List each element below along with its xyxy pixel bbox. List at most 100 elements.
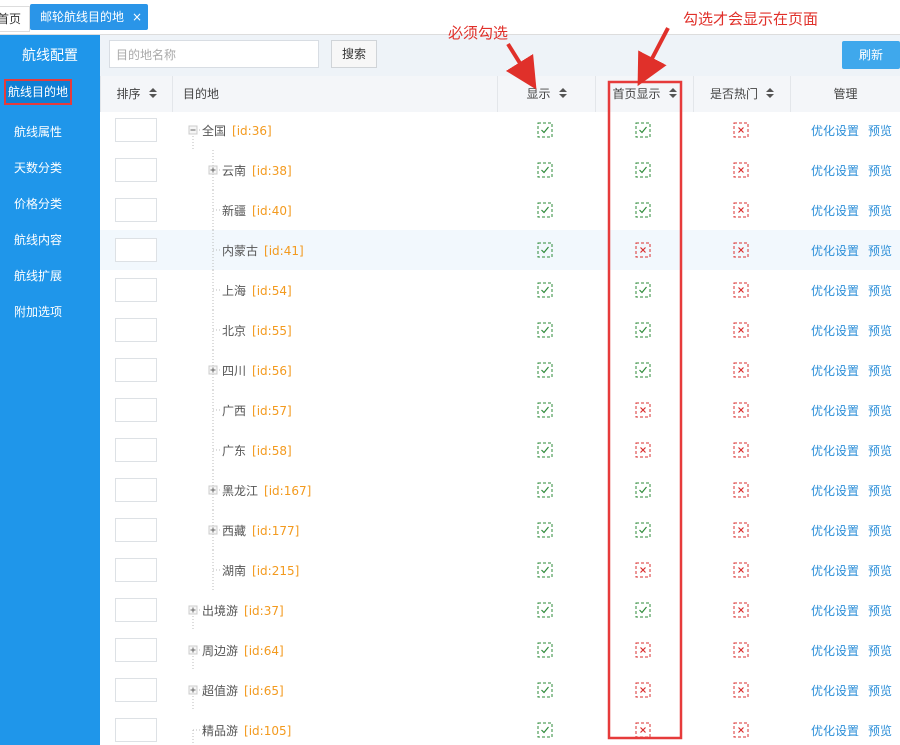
optimize-link[interactable]: 优化设置 <box>811 124 860 138</box>
hot-toggle[interactable] <box>733 602 749 618</box>
show-toggle[interactable] <box>537 402 553 418</box>
preview-link[interactable]: 预览 <box>868 604 893 618</box>
hot-toggle[interactable] <box>733 482 749 498</box>
show-toggle[interactable] <box>537 242 553 258</box>
home-toggle[interactable] <box>635 162 651 178</box>
preview-link[interactable]: 预览 <box>868 444 893 458</box>
tab-close[interactable]: × <box>131 10 142 24</box>
home-toggle[interactable] <box>635 522 651 538</box>
hot-toggle[interactable] <box>733 442 749 458</box>
sort-input[interactable] <box>115 398 157 422</box>
preview-link[interactable]: 预览 <box>868 364 893 378</box>
show-toggle[interactable] <box>537 562 553 578</box>
optimize-link[interactable]: 优化设置 <box>811 284 860 298</box>
tree-expander[interactable] <box>204 350 224 390</box>
preview-link[interactable]: 预览 <box>868 524 893 538</box>
hot-toggle[interactable] <box>733 402 749 418</box>
home-toggle[interactable] <box>635 322 651 338</box>
preview-link[interactable]: 预览 <box>868 284 893 298</box>
home-toggle[interactable] <box>635 602 651 618</box>
tree-expander[interactable] <box>184 590 204 630</box>
home-toggle[interactable] <box>635 242 651 258</box>
sort-input[interactable] <box>115 238 157 262</box>
preview-link[interactable]: 预览 <box>868 324 893 338</box>
optimize-link[interactable]: 优化设置 <box>811 324 860 338</box>
show-toggle[interactable] <box>537 482 553 498</box>
show-toggle[interactable] <box>537 682 553 698</box>
hot-toggle[interactable] <box>733 522 749 538</box>
sort-input[interactable] <box>115 558 157 582</box>
sidebar-item[interactable]: 航线内容 <box>14 233 63 247</box>
sort-input[interactable] <box>115 198 157 222</box>
sort-input[interactable] <box>115 678 157 702</box>
home-toggle[interactable] <box>635 562 651 578</box>
hot-toggle[interactable] <box>733 562 749 578</box>
show-toggle[interactable] <box>537 642 553 658</box>
preview-link[interactable]: 预览 <box>868 164 893 178</box>
sort-input[interactable] <box>115 598 157 622</box>
optimize-link[interactable]: 优化设置 <box>811 644 860 658</box>
sort-input[interactable] <box>115 718 157 742</box>
home-toggle[interactable] <box>635 202 651 218</box>
home-toggle[interactable] <box>635 402 651 418</box>
sidebar-item[interactable]: 价格分类 <box>14 197 63 211</box>
preview-link[interactable]: 预览 <box>868 644 893 658</box>
hot-toggle[interactable] <box>733 322 749 338</box>
sort-input[interactable] <box>115 278 157 302</box>
optimize-link[interactable]: 优化设置 <box>811 684 860 698</box>
sort-input[interactable] <box>115 358 157 382</box>
home-toggle[interactable] <box>635 362 651 378</box>
home-toggle[interactable] <box>635 482 651 498</box>
optimize-link[interactable]: 优化设置 <box>811 204 860 218</box>
home-tab[interactable]: 首页 <box>0 6 31 32</box>
preview-link[interactable]: 预览 <box>868 484 893 498</box>
sidebar-item[interactable]: 附加选项 <box>14 305 63 319</box>
hot-toggle[interactable] <box>733 642 749 658</box>
home-toggle[interactable] <box>635 642 651 658</box>
show-toggle[interactable] <box>537 602 553 618</box>
hot-toggle[interactable] <box>733 682 749 698</box>
show-toggle[interactable] <box>537 162 553 178</box>
show-toggle[interactable] <box>537 442 553 458</box>
hot-toggle[interactable] <box>733 202 749 218</box>
preview-link[interactable]: 预览 <box>868 204 893 218</box>
tree-expander[interactable] <box>184 110 204 150</box>
optimize-link[interactable]: 优化设置 <box>811 444 860 458</box>
sort-input[interactable] <box>115 518 157 542</box>
show-toggle[interactable] <box>537 722 553 738</box>
optimize-link[interactable]: 优化设置 <box>811 724 860 738</box>
tree-expander[interactable] <box>184 630 204 670</box>
optimize-link[interactable]: 优化设置 <box>811 484 860 498</box>
hot-toggle[interactable] <box>733 282 749 298</box>
search-button[interactable]: 搜索 <box>331 40 377 68</box>
show-toggle[interactable] <box>537 282 553 298</box>
sort-input[interactable] <box>115 118 157 142</box>
tree-expander[interactable] <box>204 470 224 510</box>
show-toggle[interactable] <box>537 202 553 218</box>
hot-toggle[interactable] <box>733 362 749 378</box>
home-toggle[interactable] <box>635 122 651 138</box>
home-toggle[interactable] <box>635 682 651 698</box>
hot-toggle[interactable] <box>733 722 749 738</box>
home-toggle[interactable] <box>635 442 651 458</box>
show-toggle[interactable] <box>537 362 553 378</box>
hot-toggle[interactable] <box>733 242 749 258</box>
optimize-link[interactable]: 优化设置 <box>811 244 860 258</box>
home-toggle[interactable] <box>635 722 651 738</box>
optimize-link[interactable]: 优化设置 <box>811 364 860 378</box>
sort-input[interactable] <box>115 438 157 462</box>
sort-input[interactable] <box>115 638 157 662</box>
sidebar-item[interactable]: 航线属性 <box>14 125 63 139</box>
optimize-link[interactable]: 优化设置 <box>811 164 860 178</box>
show-toggle[interactable] <box>537 522 553 538</box>
optimize-link[interactable]: 优化设置 <box>811 524 860 538</box>
refresh-button[interactable]: 刷新 <box>842 41 900 69</box>
preview-link[interactable]: 预览 <box>868 124 893 138</box>
preview-link[interactable]: 预览 <box>868 724 893 738</box>
active-tab[interactable]: 邮轮航线目的地 × <box>30 4 148 30</box>
preview-link[interactable]: 预览 <box>868 684 893 698</box>
optimize-link[interactable]: 优化设置 <box>811 564 860 578</box>
optimize-link[interactable]: 优化设置 <box>811 604 860 618</box>
hot-toggle[interactable] <box>733 162 749 178</box>
sidebar-item[interactable]: 航线扩展 <box>14 269 63 283</box>
